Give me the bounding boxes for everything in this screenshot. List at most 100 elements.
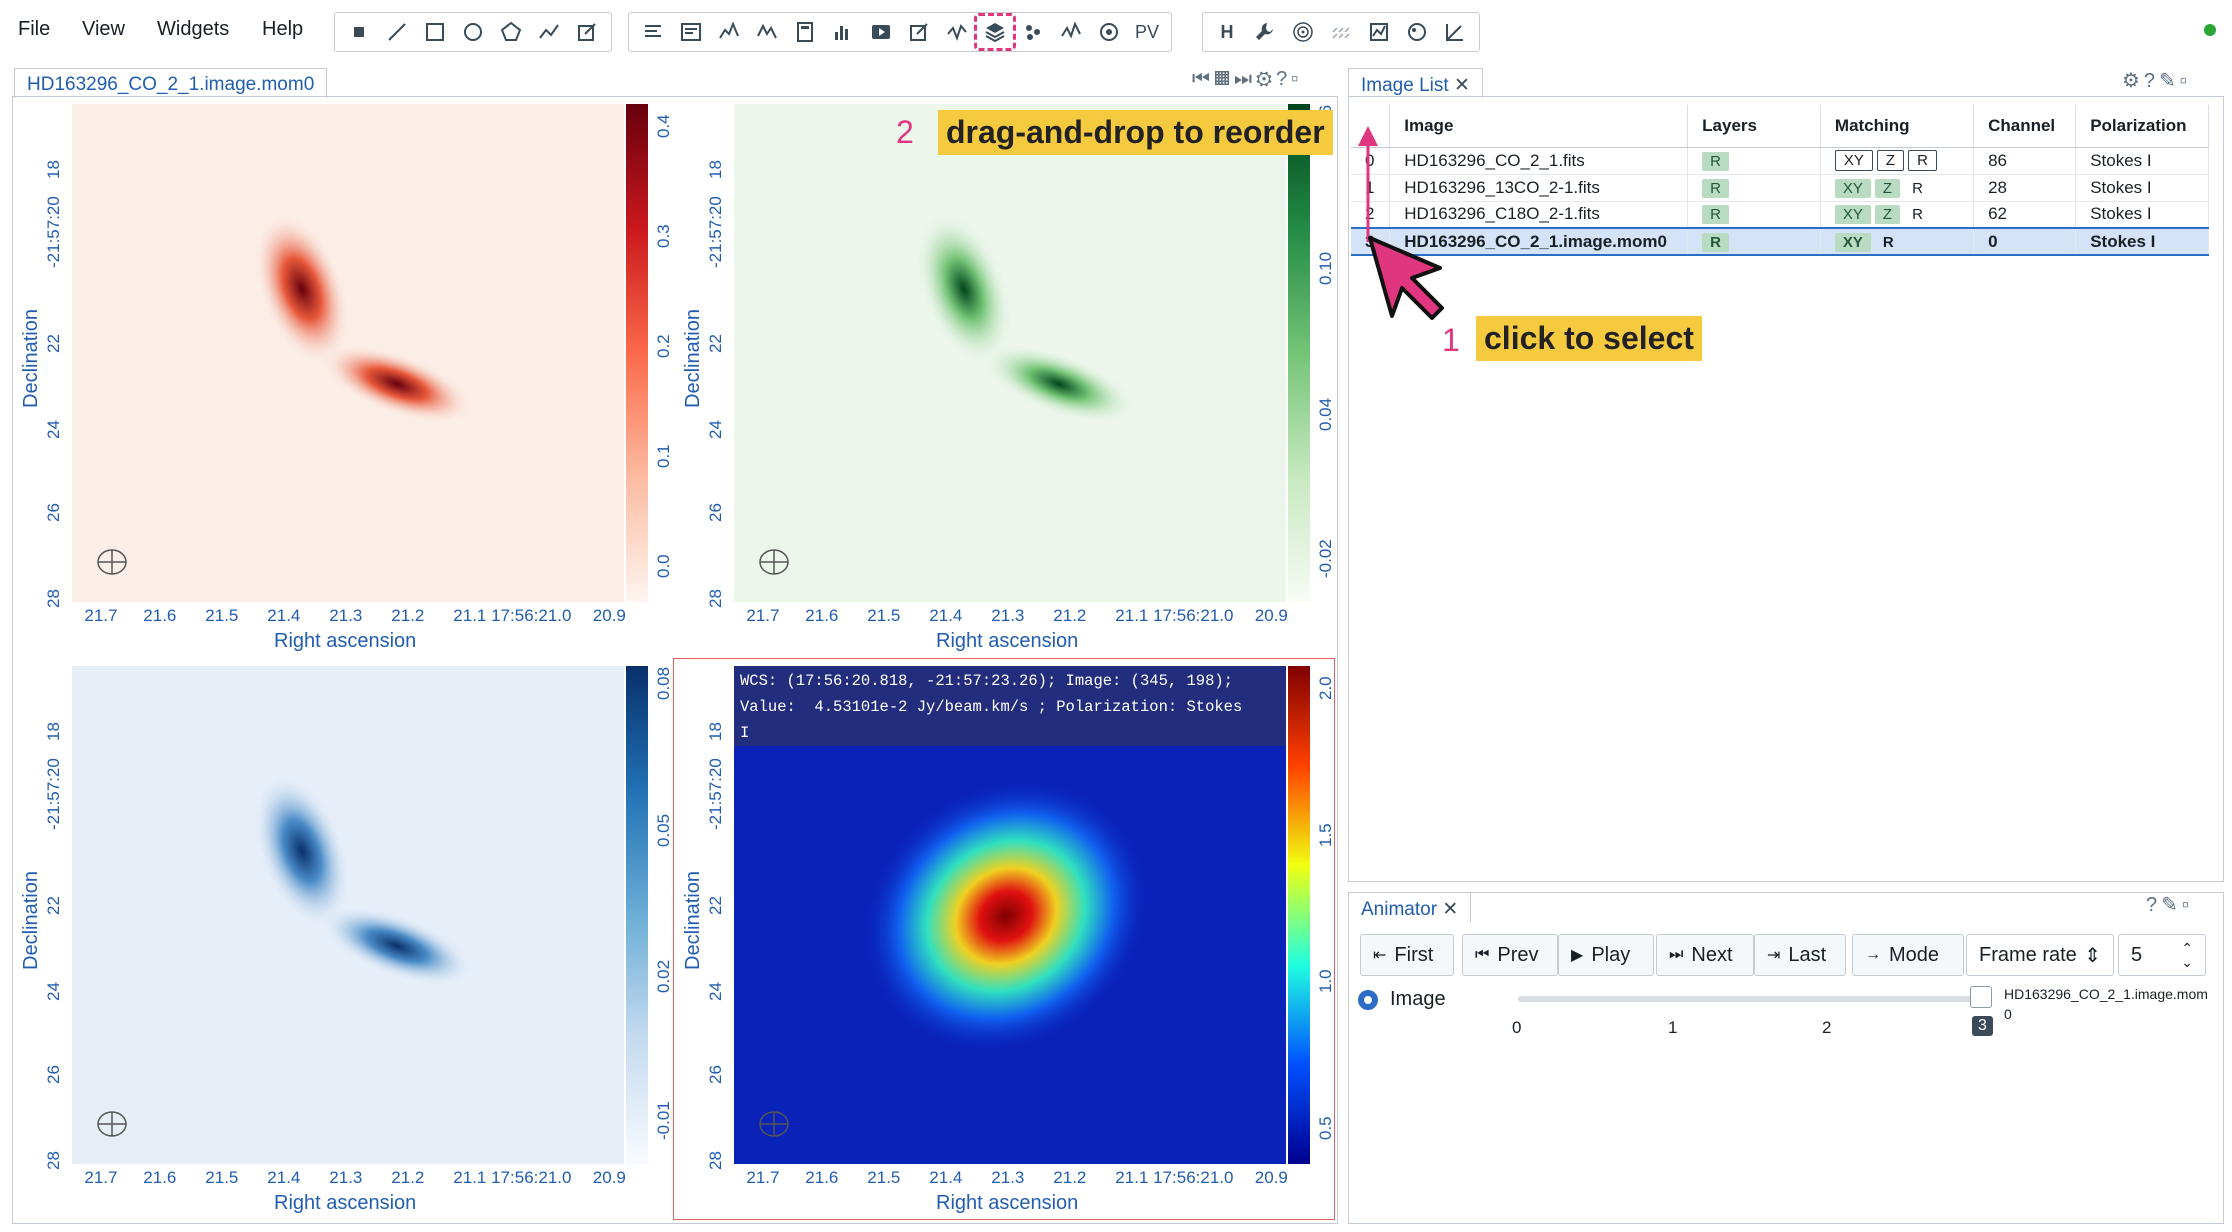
table-row[interactable]: 1 HD163296_13CO_2-1.fits R XY Z R 28 Stokes I	[1351, 174, 2209, 202]
tab-image-view[interactable]: HD163296_CO_2_1.image.mom0	[14, 68, 328, 98]
ellipse-region-icon[interactable]	[454, 15, 492, 49]
point-region-icon[interactable]	[340, 15, 378, 49]
vector-overlay-icon[interactable]	[1322, 15, 1360, 49]
header-info-icon[interactable]	[634, 15, 672, 49]
matching-tag[interactable]: Z	[1874, 178, 1901, 198]
image-view-controls[interactable]: ⏮▦⏭⚙?▫	[1192, 68, 1303, 90]
image-canvas[interactable]	[72, 104, 624, 602]
column-header[interactable]: Layers	[1687, 105, 1821, 148]
play-button[interactable]: ▶ Play	[1558, 934, 1654, 976]
polyline-region-icon[interactable]	[530, 15, 568, 49]
render-config-icon[interactable]	[900, 15, 938, 49]
menu-help[interactable]: Help	[262, 18, 304, 40]
annotation-icon[interactable]	[568, 15, 606, 49]
column-header[interactable]: Channel	[1973, 105, 2077, 148]
first-button[interactable]: ⇤ First	[1360, 934, 1454, 976]
distance-measure-icon[interactable]	[1436, 15, 1474, 49]
colorbar[interactable]	[1288, 666, 1310, 1164]
matching-tag[interactable]: R	[1912, 206, 1923, 224]
frame-rate-select[interactable]: Frame rate ⇕	[1966, 934, 2114, 976]
colorbar[interactable]	[1288, 104, 1310, 602]
x-tick-label: 20.9	[592, 1168, 626, 1187]
tab-animator[interactable]: Animator ✕	[1348, 892, 1472, 922]
menu-widgets[interactable]: Widgets	[157, 18, 230, 40]
layer-tag[interactable]: R	[1702, 178, 1729, 198]
menu-view[interactable]: View	[82, 18, 125, 40]
pv-generator-button[interactable]: PV	[1134, 21, 1159, 42]
matching-tag[interactable]: XY	[1834, 150, 1873, 171]
polygon-region-icon[interactable]	[492, 15, 530, 49]
matching-tag[interactable]: R	[1882, 233, 1894, 251]
close-icon[interactable]: ✕	[1453, 75, 1470, 96]
image-canvas[interactable]	[72, 666, 624, 1164]
close-icon[interactable]: ✕	[1442, 899, 1459, 920]
rectangle-region-icon[interactable]	[416, 15, 454, 49]
next-button[interactable]: ⏭ Next	[1656, 934, 1754, 976]
spatial-profiler-x-icon[interactable]	[710, 15, 748, 49]
cursor-arrow-icon	[1368, 236, 1444, 320]
y-axis-title: Declination	[20, 309, 42, 408]
x-tick-label: 21.5	[867, 1168, 901, 1187]
image-radio[interactable]	[1358, 990, 1378, 1010]
header-button[interactable]: H	[1220, 21, 1234, 42]
column-header[interactable]: Polarization	[2075, 105, 2209, 148]
matching-tag[interactable]: R	[1912, 179, 1923, 197]
catalog-icon[interactable]	[1014, 15, 1052, 49]
frame-3[interactable]: 21.7 21.6 21.5 21.4 21.3 21.2 21.1 17:56:21.0 2…	[676, 660, 1336, 1220]
image-name: HD163296_13CO_2-1.fits	[1389, 174, 1689, 202]
animator-icon[interactable]	[862, 15, 900, 49]
frame-rate-input[interactable]: 5 ⌃ ⌄	[2118, 934, 2206, 976]
matching-tag[interactable]: R	[1908, 150, 1937, 171]
wrench-icon[interactable]	[1246, 15, 1284, 49]
colorbar[interactable]	[626, 104, 648, 602]
frame-slider[interactable]	[1518, 996, 1980, 1002]
image-canvas[interactable]	[734, 104, 1286, 602]
online-catalog-icon[interactable]	[1090, 15, 1128, 49]
matching-tag[interactable]: XY	[1834, 205, 1871, 225]
table-row[interactable]: 0 HD163296_CO_2_1.fits R XY Z R 86 Stokes I	[1351, 147, 2209, 175]
table-row[interactable]: 2 HD163296_C18O_2-1.fits R XY Z R 62 Stokes I	[1351, 201, 2209, 229]
animator-controls[interactable]: ?✎▫	[2146, 894, 2193, 916]
image-list-controls[interactable]: ⚙?✎▫	[2122, 70, 2191, 92]
layer-tag[interactable]: R	[1702, 205, 1729, 225]
layer-tag[interactable]: R	[1702, 151, 1729, 171]
layer-tag[interactable]: R	[1702, 232, 1729, 252]
y-tick-label: 24	[706, 420, 725, 440]
prev-button[interactable]: ⏮ Prev	[1462, 934, 1558, 976]
tab-image-list[interactable]: Image List ✕	[1348, 68, 1483, 98]
moment-generator-icon[interactable]	[1398, 15, 1436, 49]
mode-button[interactable]: → Mode	[1852, 934, 1964, 976]
matching-tag[interactable]: XY	[1834, 178, 1871, 198]
frame-0[interactable]: 21.7 21.6 21.5 21.4 21.3 21.2 21.1 17:56:21.0 2…	[14, 98, 674, 658]
x-tick-label: 20.9	[1254, 1168, 1288, 1187]
stokes-profiler-icon[interactable]	[938, 15, 976, 49]
info-panel-icon[interactable]	[672, 15, 710, 49]
current-image-sub: 0	[2004, 1006, 2012, 1022]
matching-cell: XY Z R	[1820, 201, 1975, 229]
spatial-profiler-y-icon[interactable]	[748, 15, 786, 49]
contour-icon[interactable]	[1284, 15, 1322, 49]
spectral-line-query-icon[interactable]	[1052, 15, 1090, 49]
line-region-icon[interactable]	[378, 15, 416, 49]
matching-tag[interactable]: Z	[1874, 205, 1901, 225]
column-header[interactable]: Image	[1389, 105, 1689, 148]
matching-tag[interactable]: XY	[1834, 232, 1871, 252]
stepper-icon[interactable]: ⌃ ⌄	[2181, 940, 2193, 970]
polarization-value: Stokes I	[2075, 227, 2209, 256]
calculator-icon[interactable]	[786, 15, 824, 49]
frame-slider-handle[interactable]	[1970, 986, 1992, 1008]
last-label: Last	[1788, 943, 1827, 966]
column-header[interactable]: Matching	[1820, 105, 1975, 148]
frame-2[interactable]: 21.7 21.6 21.5 21.4 21.3 21.2 21.1 17:56:21.0 2…	[14, 660, 674, 1220]
menu-file[interactable]: File	[18, 18, 51, 40]
last-button[interactable]: ⇥ Last	[1754, 934, 1846, 976]
image-fitting-icon[interactable]	[1360, 15, 1398, 49]
image-canvas[interactable]	[734, 666, 1286, 1164]
matching-tag[interactable]: Z	[1876, 150, 1905, 171]
frame-1[interactable]: 21.7 21.6 21.5 21.4 21.3 21.2 21.1 17:56:21.0 2…	[676, 98, 1336, 658]
histogram-icon[interactable]	[824, 15, 862, 49]
layers-icon[interactable]	[974, 13, 1016, 51]
play-label: Play	[1591, 943, 1631, 966]
colorbar[interactable]	[626, 666, 648, 1164]
